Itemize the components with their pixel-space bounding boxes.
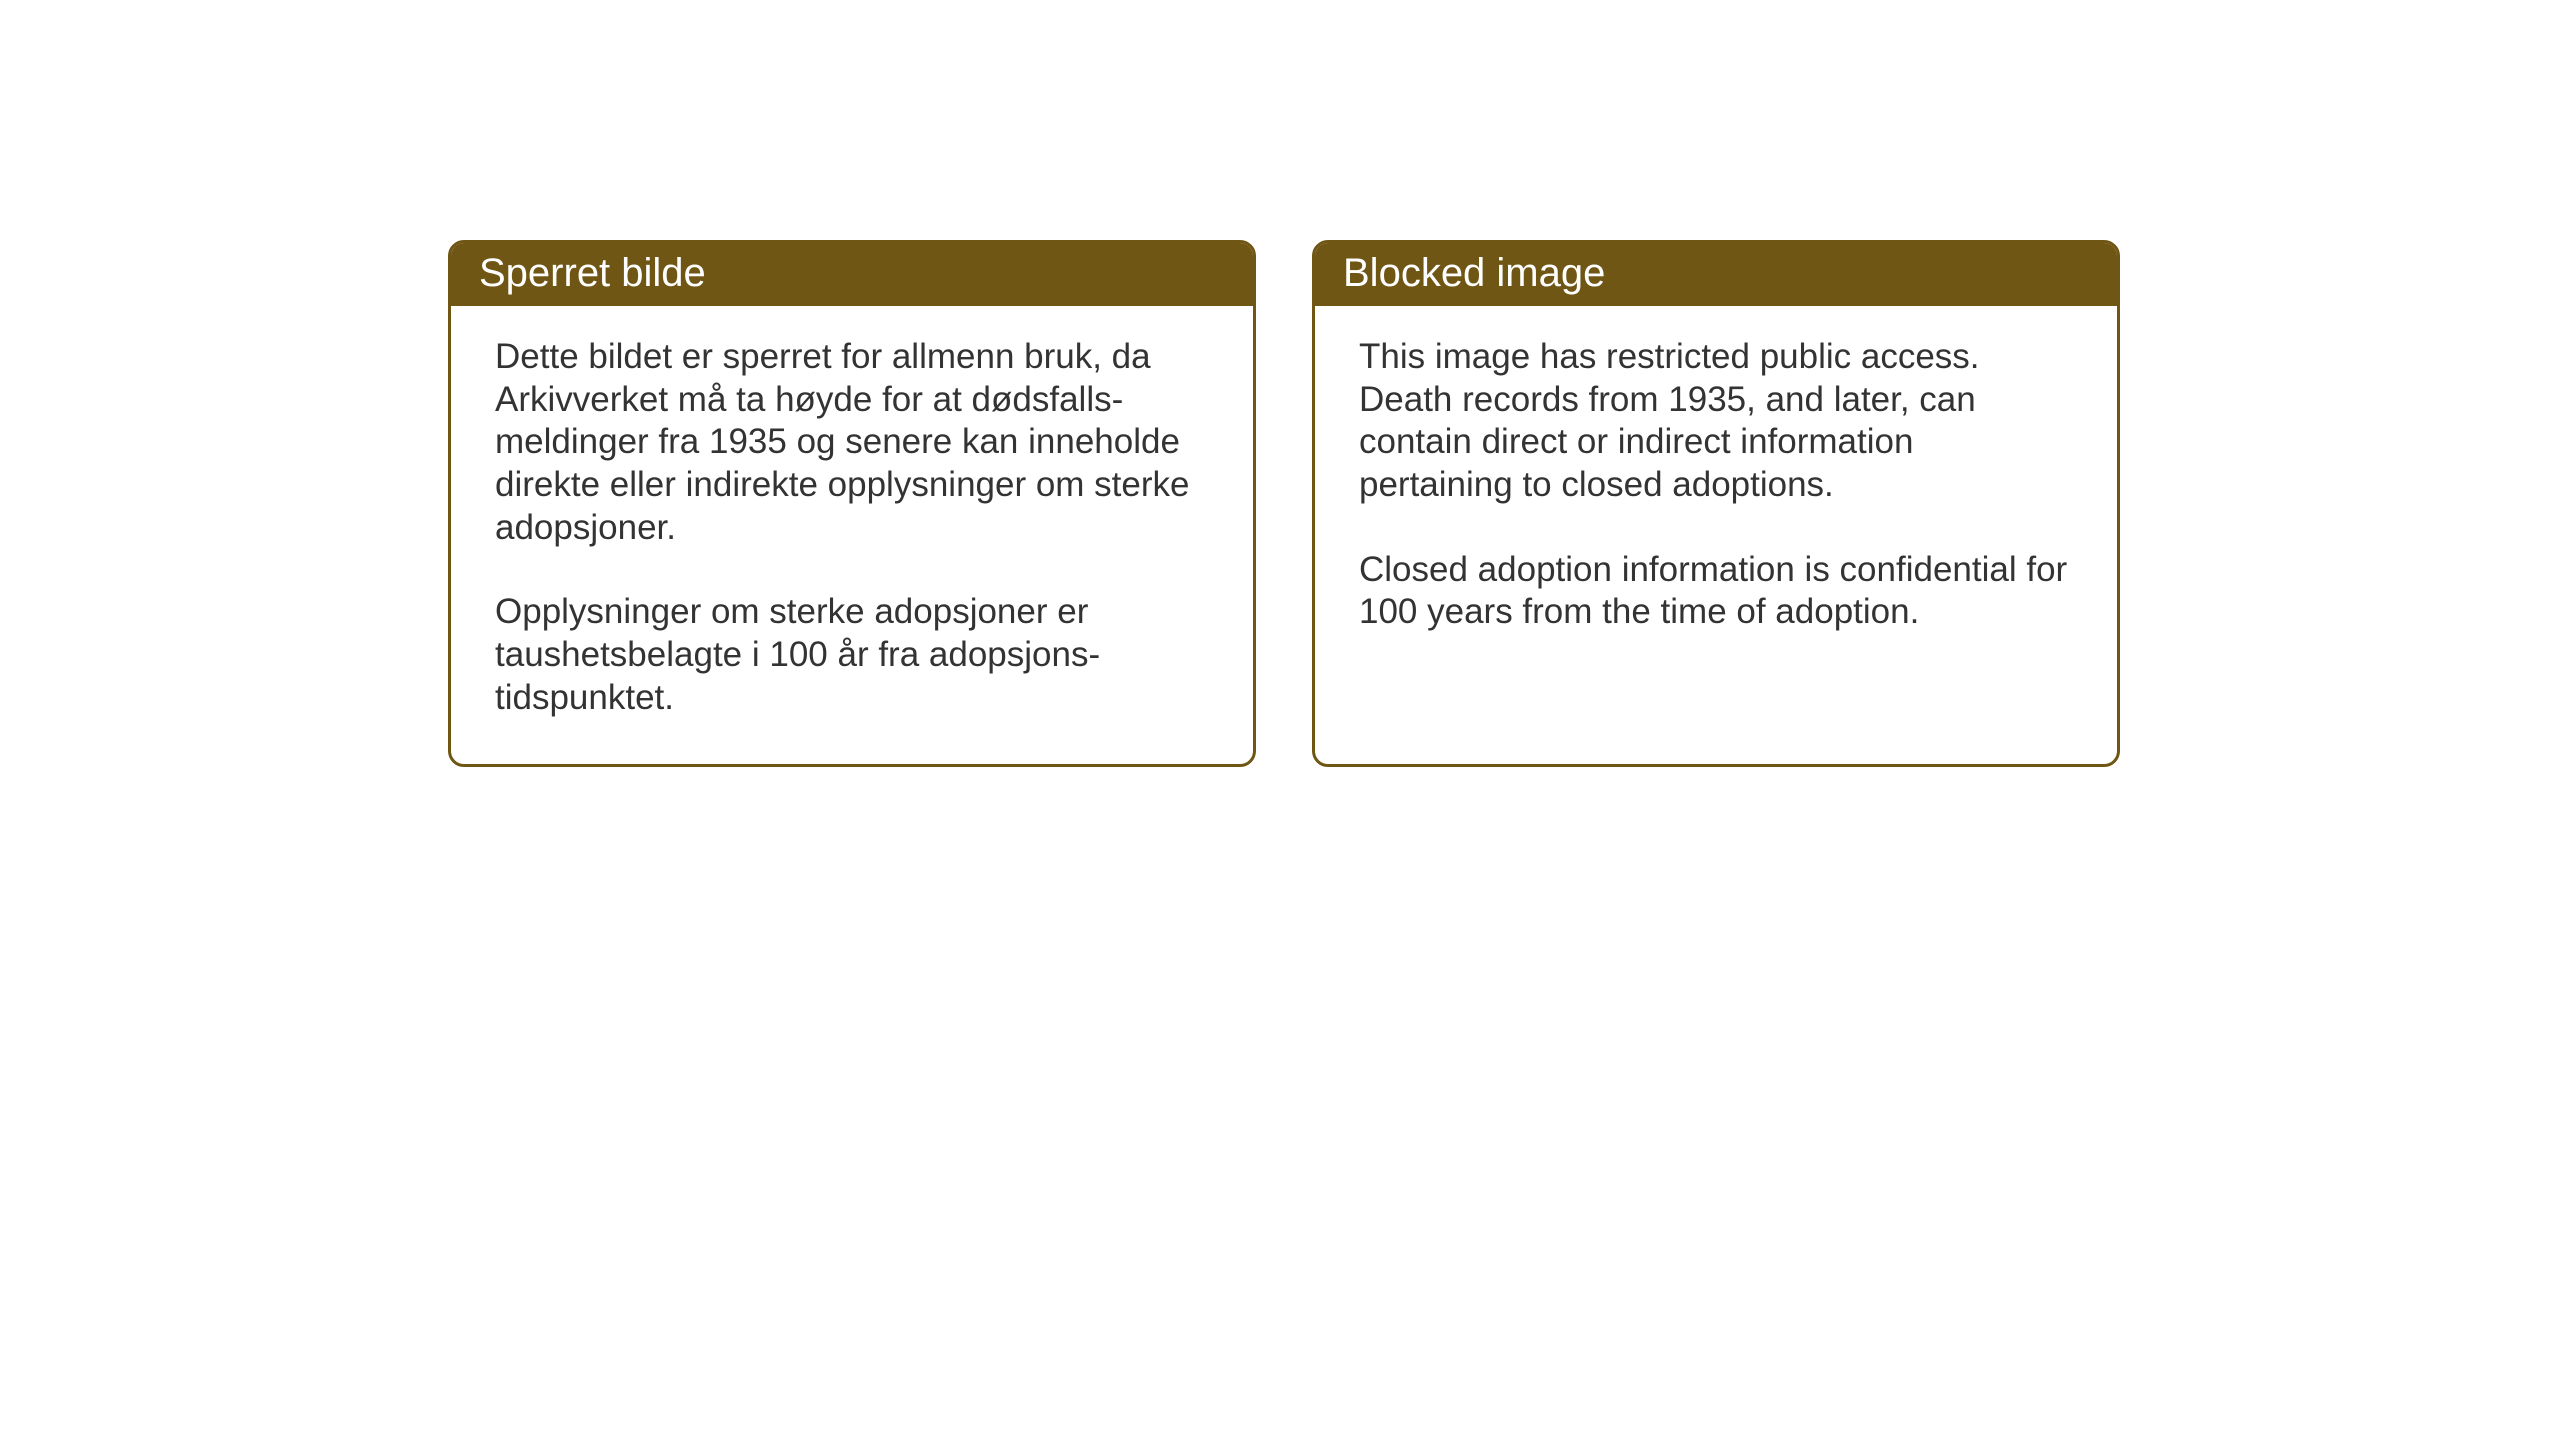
card-header: Sperret bilde [451, 243, 1253, 306]
card-title: Blocked image [1343, 251, 1605, 295]
card-paragraph: Opplysninger om sterke adopsjoner er tau… [495, 591, 1209, 719]
card-body: Dette bildet er sperret for allmenn bruk… [451, 306, 1253, 764]
card-body: This image has restricted public access.… [1315, 306, 2117, 678]
card-paragraph: This image has restricted public access.… [1359, 336, 2073, 507]
card-header: Blocked image [1315, 243, 2117, 306]
card-paragraph: Closed adoption information is confident… [1359, 549, 2073, 634]
notice-card-norwegian: Sperret bilde Dette bildet er sperret fo… [448, 240, 1256, 767]
card-paragraph: Dette bildet er sperret for allmenn bruk… [495, 336, 1209, 549]
notice-card-english: Blocked image This image has restricted … [1312, 240, 2120, 767]
notice-container: Sperret bilde Dette bildet er sperret fo… [448, 240, 2120, 767]
card-title: Sperret bilde [479, 251, 706, 295]
